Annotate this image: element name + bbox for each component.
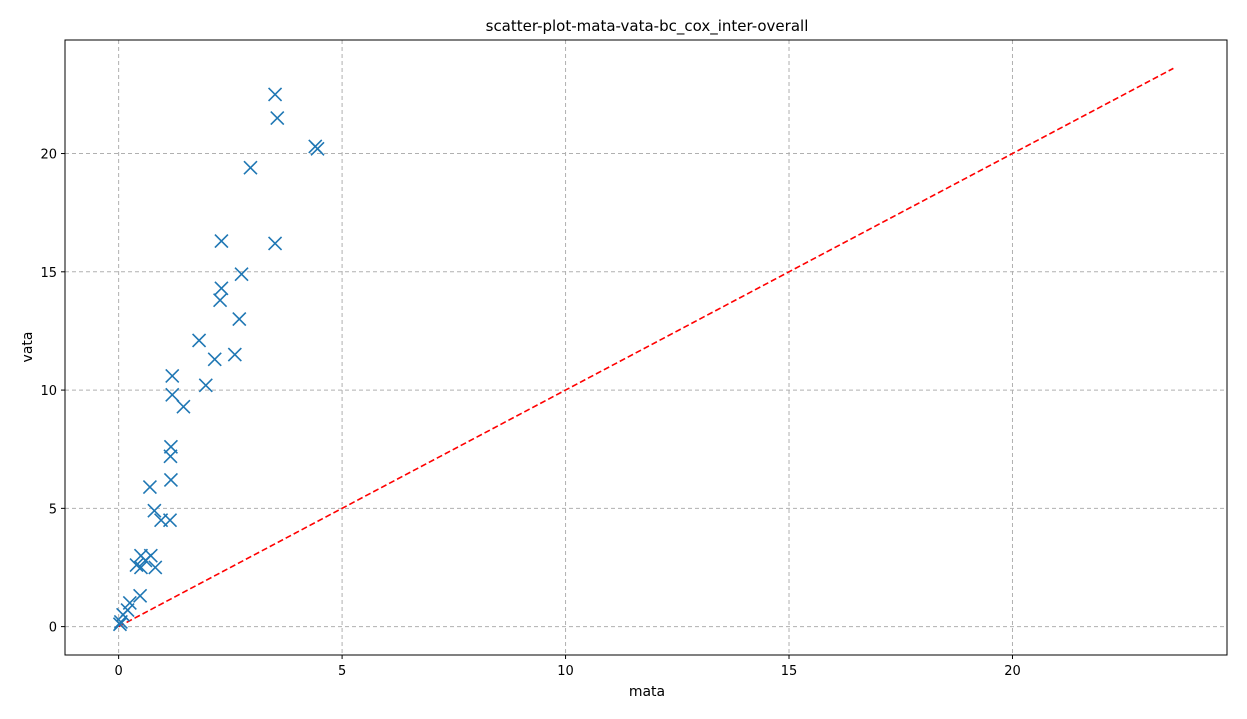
data-point [192,333,207,348]
y-tick-label: 15 [40,266,57,281]
data-point [165,387,180,402]
data-point [198,378,213,393]
data-point [310,141,325,156]
x-axis-ticks: 0 5 10 15 20 [114,655,1021,679]
chart-title: scatter-plot-mata-vata-bc_cox_inter-over… [486,17,809,36]
x-tick-label: 20 [1004,664,1021,679]
reference-line [118,67,1174,628]
y-axis-label: vata [20,332,36,363]
data-point [243,160,258,175]
data-point [154,513,169,528]
x-axis-label: mata [629,684,665,700]
data-point [129,558,144,573]
y-tick-label: 0 [49,621,57,636]
data-point [147,503,162,518]
data-point [148,560,163,575]
data-point [234,267,249,282]
x-tick-label: 10 [557,664,574,679]
grid [65,40,1227,655]
x-tick-label: 5 [338,664,346,679]
data-point [165,368,180,383]
data-point [214,281,229,296]
data-point [227,347,242,362]
data-point [142,479,157,495]
x-tick-label: 0 [114,664,122,679]
data-point [163,472,178,488]
y-tick-label: 20 [40,148,57,163]
data-point [138,553,153,568]
data-point [214,233,229,249]
plot-frame [64,39,1228,656]
data-point [133,560,149,575]
y-tick-label: 10 [40,384,57,399]
data-point [232,312,247,327]
data-point [133,588,148,603]
data-point [213,293,228,308]
data-points [112,87,325,632]
data-point [267,236,283,251]
y-tick-label: 5 [49,502,57,517]
data-point [270,110,285,126]
data-point [163,449,178,464]
data-point [112,617,128,632]
reference-line-layer [118,67,1174,628]
data-point [267,87,283,102]
x-tick-label: 15 [781,664,798,679]
data-point [176,399,191,414]
y-axis-ticks: 0 5 10 15 20 [40,148,65,636]
data-point [113,614,128,629]
data-point [207,352,222,367]
